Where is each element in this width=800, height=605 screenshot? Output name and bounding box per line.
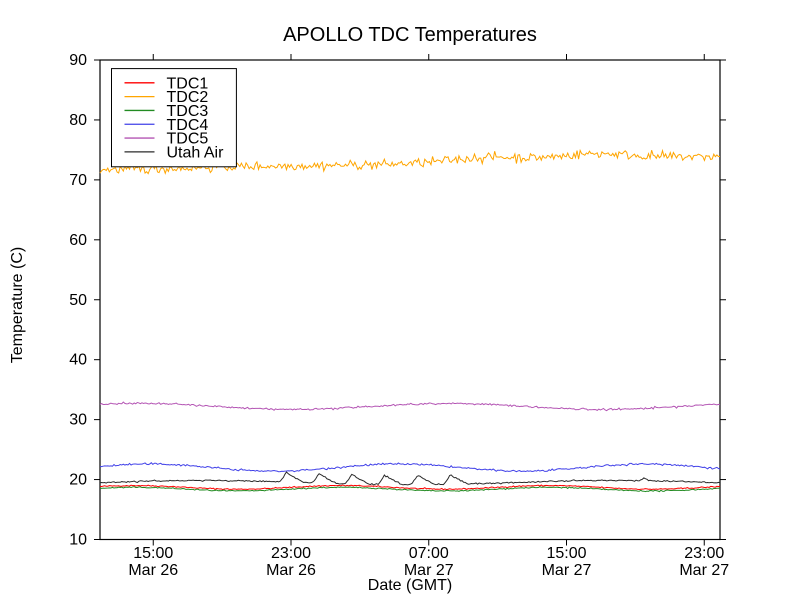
svg-text:APOLLO TDC Temperatures: APOLLO TDC Temperatures [283, 24, 537, 46]
svg-text:60: 60 [69, 232, 87, 249]
svg-text:15:00: 15:00 [546, 545, 586, 562]
svg-text:80: 80 [69, 112, 87, 129]
svg-text:Mar 27: Mar 27 [679, 562, 729, 579]
svg-text:90: 90 [69, 52, 87, 69]
svg-text:15:00: 15:00 [133, 545, 173, 562]
svg-text:40: 40 [69, 352, 87, 369]
svg-text:10: 10 [69, 532, 87, 549]
svg-text:Date (GMT): Date (GMT) [368, 577, 452, 594]
svg-text:Temperature (C): Temperature (C) [9, 247, 26, 363]
svg-text:20: 20 [69, 472, 87, 489]
svg-text:70: 70 [69, 172, 87, 189]
svg-text:Mar 26: Mar 26 [266, 562, 316, 579]
svg-text:30: 30 [69, 412, 87, 429]
svg-text:50: 50 [69, 292, 87, 309]
svg-text:23:00: 23:00 [271, 545, 311, 562]
svg-text:Mar 27: Mar 27 [542, 562, 592, 579]
svg-text:23:00: 23:00 [684, 545, 724, 562]
svg-text:07:00: 07:00 [409, 545, 449, 562]
svg-text:Mar 26: Mar 26 [128, 562, 178, 579]
svg-text:Utah Air: Utah Air [167, 144, 225, 161]
